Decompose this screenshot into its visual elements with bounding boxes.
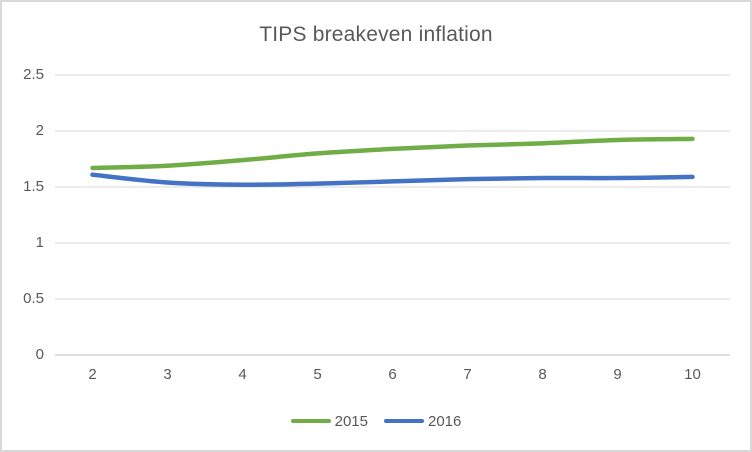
chart-legend: 2015 2016 xyxy=(2,410,750,432)
x-tick-label: 3 xyxy=(163,366,172,383)
y-tick-label: 1.5 xyxy=(23,178,44,195)
x-tick-label: 6 xyxy=(388,366,397,383)
y-tick-label: 2.5 xyxy=(23,66,44,83)
x-tick-label: 2 xyxy=(88,366,97,383)
x-tick-label: 8 xyxy=(538,366,547,383)
x-tick-label: 5 xyxy=(313,366,322,383)
y-tick-label: 1 xyxy=(35,234,44,251)
series-line-2015 xyxy=(90,136,695,171)
legend-item-2016: 2016 xyxy=(384,413,461,430)
legend-item-2015: 2015 xyxy=(290,412,368,430)
y-tick-label: 0 xyxy=(35,346,44,363)
x-tick-label: 4 xyxy=(238,366,247,383)
x-tick-label: 7 xyxy=(463,366,472,383)
series-line-2016 xyxy=(90,172,695,188)
y-tick-label: 2 xyxy=(35,122,44,139)
legend-line-swatch xyxy=(290,419,331,423)
chart-title: TIPS breakeven inflation xyxy=(259,23,493,46)
x-tick-label: 10 xyxy=(684,366,701,383)
y-tick-label: 0.5 xyxy=(23,290,44,307)
x-tick-label: 9 xyxy=(613,366,622,383)
legend-label: 2015 xyxy=(334,412,368,430)
legend-label: 2016 xyxy=(428,412,462,430)
legend-line-swatch xyxy=(384,419,424,423)
